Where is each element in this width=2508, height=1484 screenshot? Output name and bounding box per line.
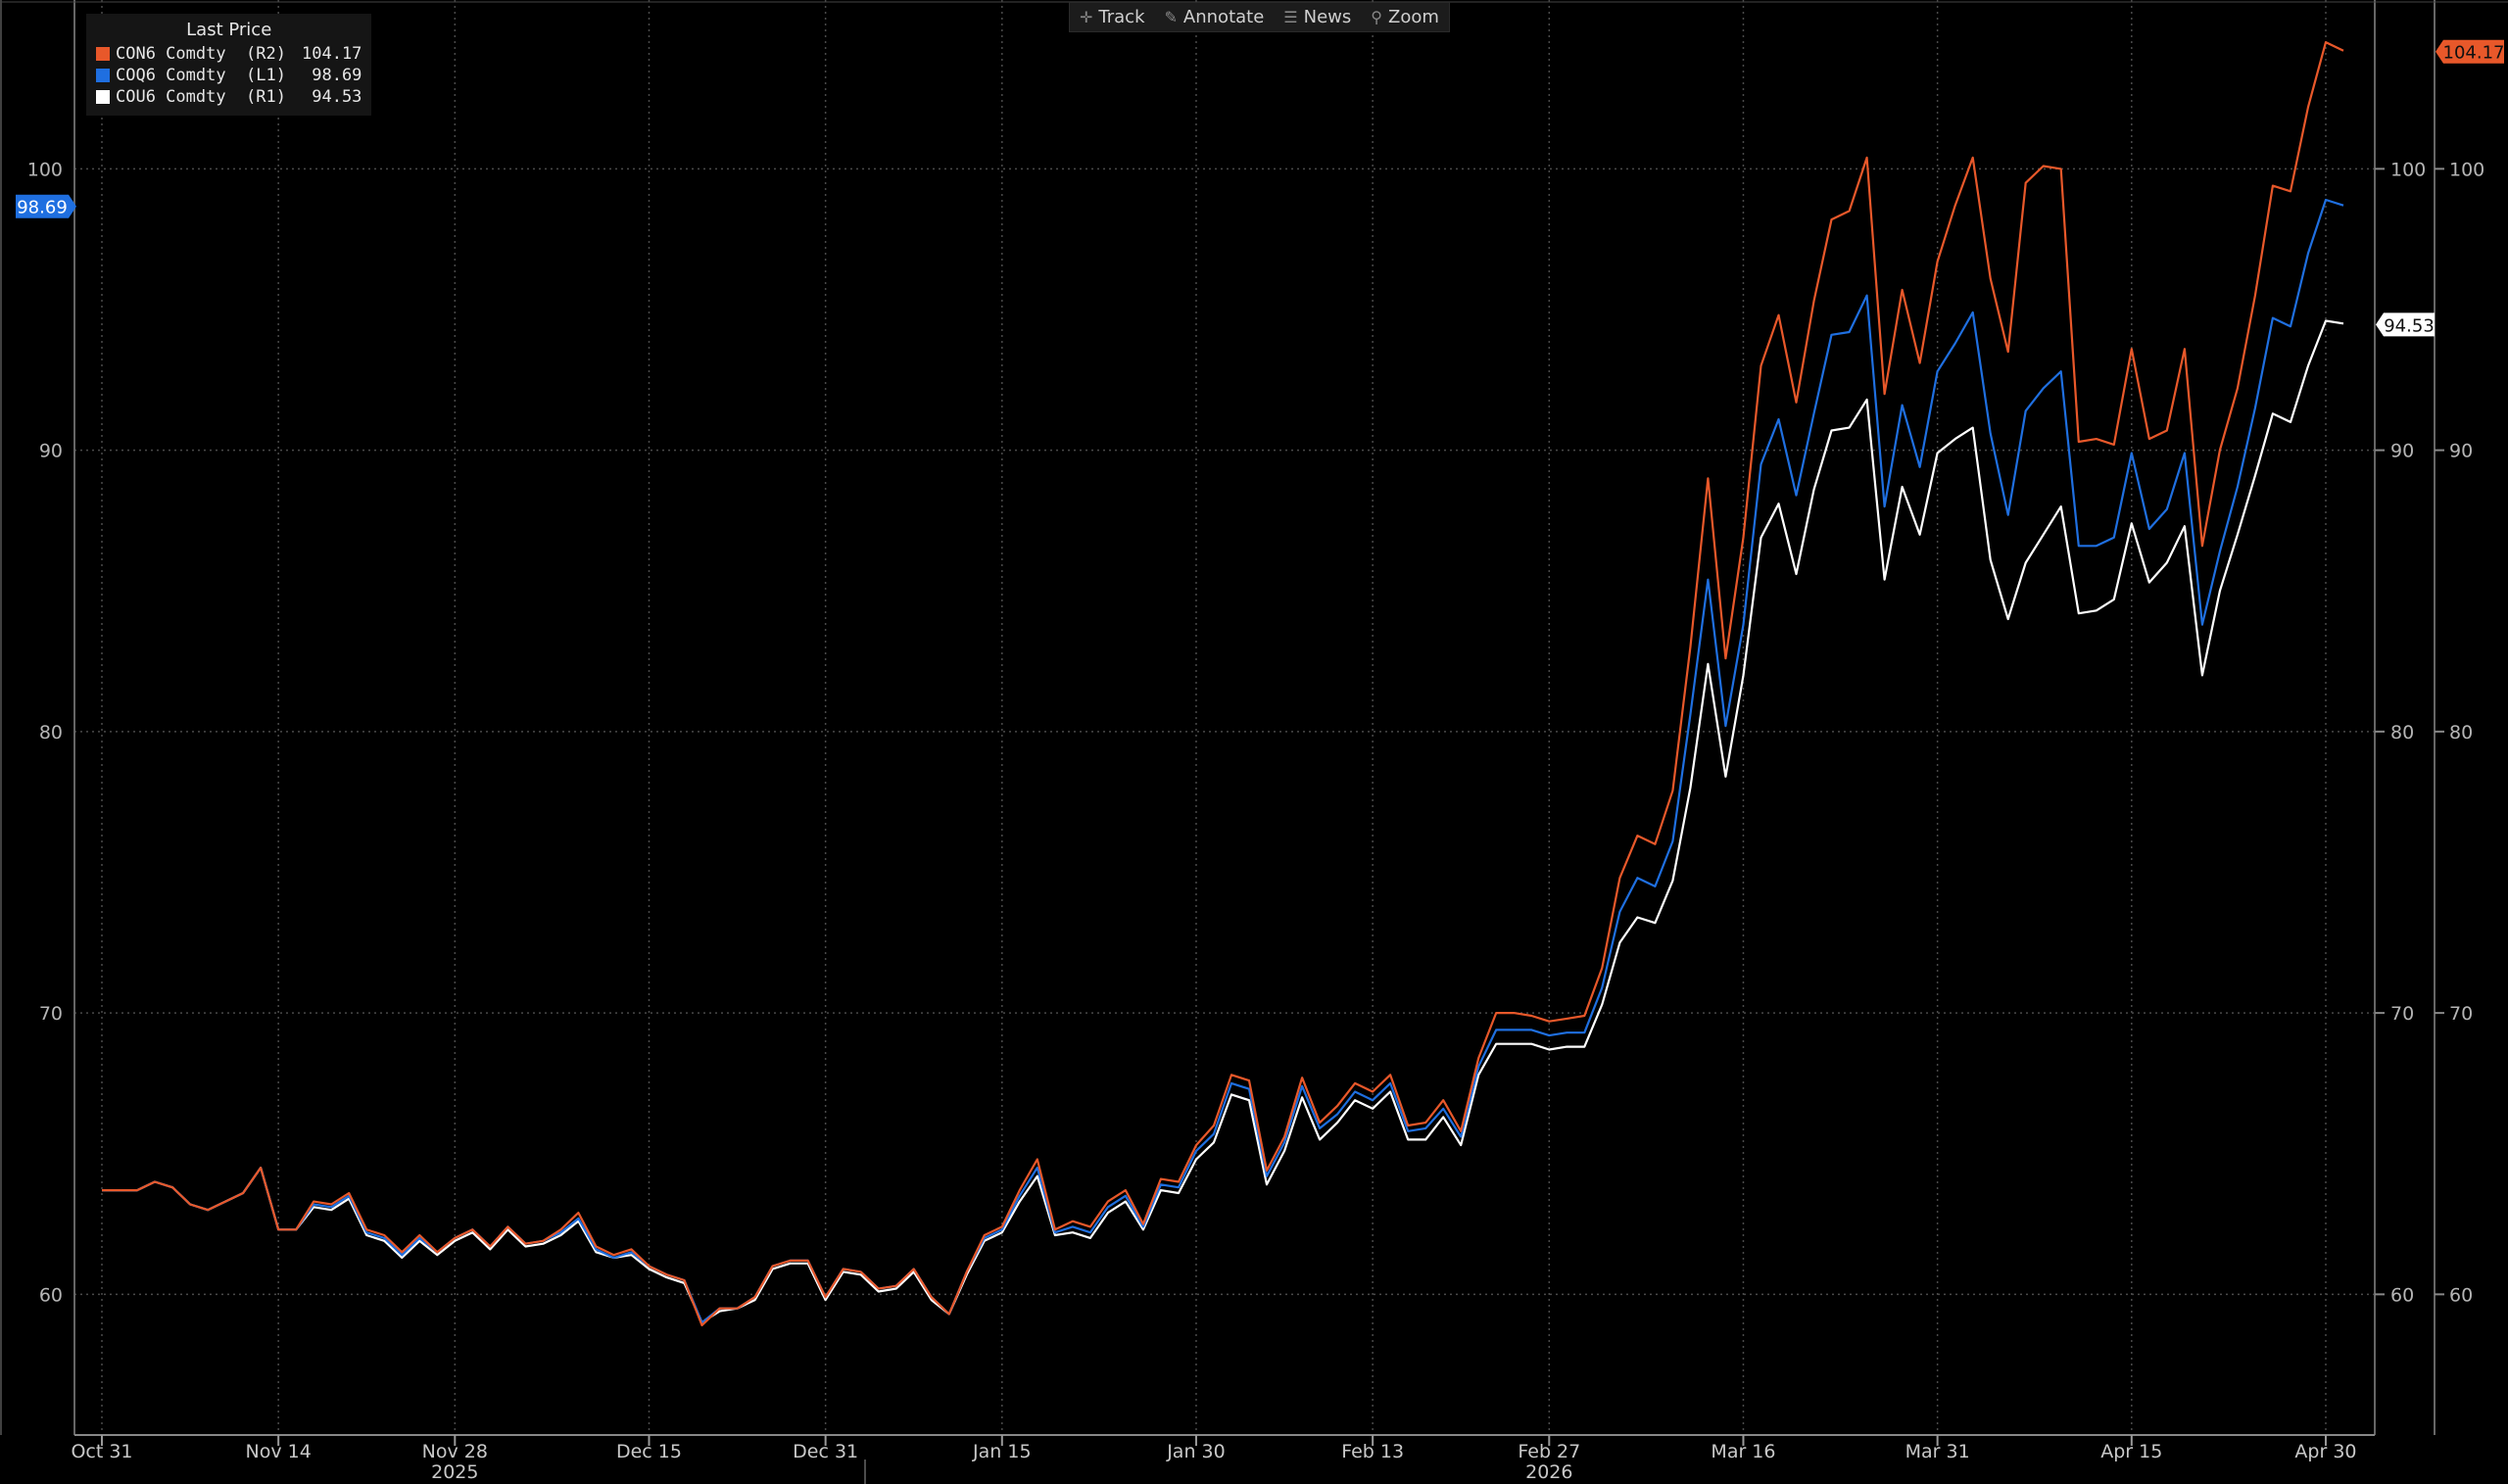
legend-entry-cou6[interactable]: COU6 Comdty (R1) 94.53 [96,86,362,108]
y-tick-r2-70: 70 [2449,1003,2473,1025]
legend-entry-con6[interactable]: CON6 Comdty (R2) 104.17 [96,43,362,65]
y-tick-left-90: 90 [39,441,63,462]
legend-value-con6: 104.17 [302,44,362,64]
x-tick-label-31: Dec 15 [616,1441,682,1462]
x-tick-label-62: Jan 30 [1166,1441,1226,1462]
legend-name-cou6: COU6 Comdty (R1) [116,87,286,107]
x-tick-label-93: Mar 16 [1711,1441,1775,1462]
x-tick-label-51: Jan 15 [972,1441,1032,1462]
magnifier-icon: ⚲ [1371,8,1382,26]
y-tick-r1-100: 100 [2390,159,2426,180]
zoom-button[interactable]: ⚲ Zoom [1361,3,1449,31]
x-tick-label-126: Apr 30 [2294,1441,2356,1462]
x-tick-label-41: Dec 31 [793,1441,858,1462]
x-tick-label-82: Feb 27 [1518,1441,1580,1462]
y-tick-r2-60: 60 [2449,1284,2473,1306]
last-label-con6: 104.17 [2436,39,2505,64]
last-label-cou6: 94.53 [2376,312,2435,337]
y-tick-left-100: 100 [27,159,63,180]
pencil-icon: ✎ [1164,8,1178,26]
legend-swatch-con6 [96,47,110,61]
y-tick-r1-80: 80 [2390,722,2414,743]
axis-ticks: 60 60 60 70 70 70 80 80 80 90 90 90 100 100 100 Oct 31 N… [27,159,2484,1484]
legend-name-con6: CON6 Comdty (R2) [116,44,286,64]
y-tick-r2-80: 80 [2449,722,2473,743]
legend-entry-coq6[interactable]: COQ6 Comdty (L1) 98.69 [96,65,362,86]
y-tick-left-80: 80 [39,722,63,743]
y-tick-r2-100: 100 [2449,159,2484,180]
year-label-2026: 2026 [1525,1461,1572,1483]
last-label-cou6-bg [2376,312,2435,337]
last-label-con6-text: 104.17 [2443,43,2505,64]
last-label-coq6: 98.69 [16,194,76,218]
x-tick-label-115: Apr 15 [2100,1441,2162,1462]
annotate-label: Annotate [1182,7,1265,27]
news-icon: ☰ [1283,8,1298,26]
year-label-2025: 2025 [431,1461,478,1483]
last-label-coq6-text: 98.69 [17,198,68,218]
series-lines [102,40,2344,1327]
series-line-cou6 [102,319,2344,1324]
annotate-button[interactable]: ✎ Annotate [1155,3,1275,31]
x-tick-label-10: Nov 14 [246,1441,312,1462]
track-button[interactable]: ✛ Track [1070,3,1155,31]
legend-title: Last Price [186,20,272,40]
legend-swatch-cou6 [96,90,110,104]
y-tick-r1-90: 90 [2390,441,2414,462]
last-label-cou6-text: 94.53 [2384,315,2435,336]
zoom-label: Zoom [1388,7,1439,27]
x-tick-label-72: Feb 13 [1341,1441,1404,1462]
y-tick-left-60: 60 [39,1284,63,1306]
legend-name-coq6: COQ6 Comdty (L1) [116,66,286,85]
x-tick-label-0: Oct 31 [71,1441,132,1462]
track-label: Track [1098,7,1145,27]
y-tick-r1-60: 60 [2390,1284,2414,1306]
series-line-coq6 [102,198,2344,1324]
x-tick-label-104: Mar 31 [1905,1441,1970,1462]
y-tick-left-70: 70 [39,1003,63,1025]
grid [74,0,2375,1435]
last-label-coq6-bg [16,194,76,218]
chart-toolbar: ✛ Track ✎ Annotate ☰ News ⚲ Zoom [1069,2,1450,32]
crosshair-icon: ✛ [1080,8,1093,26]
series-line-con6 [102,40,2344,1327]
x-tick-label-20: Nov 28 [422,1441,488,1462]
last-label-con6-bg [2436,39,2504,64]
legend[interactable]: Last Price CON6 Comdty (R2) 104.17 COQ6 … [86,14,372,116]
legend-swatch-coq6 [96,69,110,82]
legend-value-cou6: 94.53 [312,87,362,107]
last-value-labels: 104.17 98.69 94.53 [16,39,2505,337]
y-tick-r2-90: 90 [2449,441,2473,462]
news-label: News [1303,7,1352,27]
news-button[interactable]: ☰ News [1274,3,1361,31]
legend-value-coq6: 98.69 [312,66,362,85]
y-tick-r1-70: 70 [2390,1003,2414,1025]
